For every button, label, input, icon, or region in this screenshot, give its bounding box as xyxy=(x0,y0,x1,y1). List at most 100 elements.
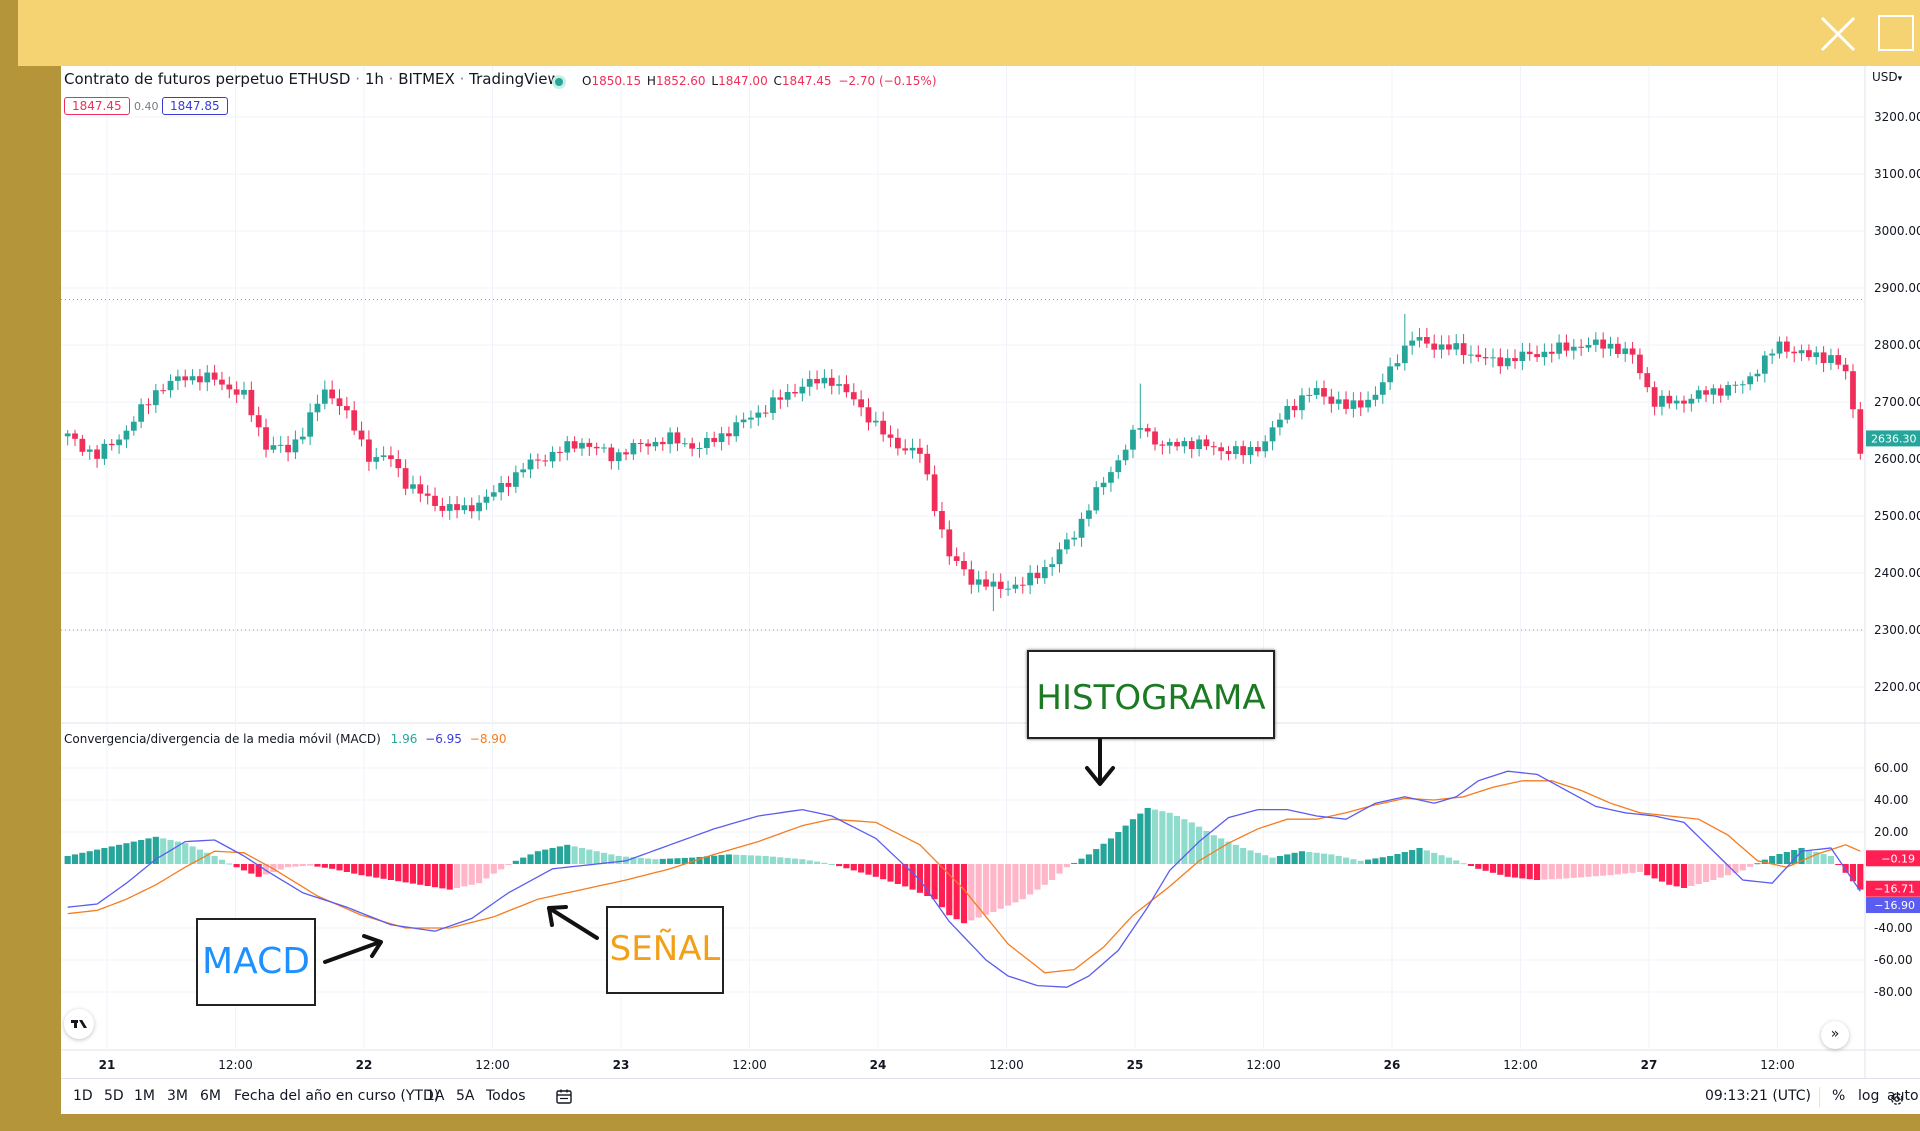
candle-body xyxy=(1519,351,1526,362)
histogram-bar xyxy=(1203,830,1210,864)
candle-body xyxy=(130,421,137,431)
histogram-bar xyxy=(1453,860,1460,864)
candle-body xyxy=(674,432,681,444)
scroll-to-realtime-button[interactable]: » xyxy=(1821,1021,1849,1049)
candle-body xyxy=(784,391,791,400)
histogram-bar xyxy=(813,861,821,864)
macd-title: Convergencia/divergencia de la media móv… xyxy=(64,732,381,746)
chart-canvas[interactable]: 3200.00 3100.00 3000.00 2900.00 2800.00 2700.… xyxy=(61,66,1920,1078)
log-scale-toggle[interactable]: log xyxy=(1858,1088,1880,1104)
histogram-bar xyxy=(130,841,137,864)
timeframe-1d[interactable]: 1D xyxy=(73,1088,93,1104)
histogram-bar xyxy=(1144,808,1151,864)
ask-box[interactable]: 1847.85 xyxy=(162,97,228,115)
candle-body xyxy=(1806,350,1812,358)
histogram-bar xyxy=(1504,864,1511,877)
histogram-bar xyxy=(387,864,395,880)
candle-body xyxy=(1063,539,1070,550)
gear-icon[interactable] xyxy=(1888,1090,1906,1108)
histogram-bar xyxy=(1702,864,1710,882)
candle-body xyxy=(1210,446,1217,448)
histogram-bar xyxy=(1754,863,1761,865)
candle-body xyxy=(1813,352,1820,358)
calendar-range-icon[interactable] xyxy=(555,1088,573,1106)
candle-body xyxy=(263,427,269,450)
histogram-bar xyxy=(1137,813,1144,864)
histogram-bar xyxy=(681,857,688,864)
timeframe-1m[interactable]: 1M xyxy=(134,1088,155,1104)
candle-body xyxy=(997,581,1004,589)
timeframe-6m[interactable]: 6M xyxy=(200,1088,221,1104)
candle-body xyxy=(241,389,247,395)
candle-body xyxy=(1835,355,1842,365)
candle-body xyxy=(1446,344,1452,350)
candle-body xyxy=(850,392,857,400)
histogram-bar xyxy=(365,864,372,877)
histogram-bar xyxy=(1556,864,1563,879)
timeframe-5a[interactable]: 5A xyxy=(456,1088,475,1104)
percent-scale-toggle[interactable]: % xyxy=(1832,1088,1846,1104)
timeframe-3m[interactable]: 3M xyxy=(167,1088,188,1104)
histogram-bar xyxy=(718,855,725,864)
candle-body xyxy=(358,430,365,440)
candle-body xyxy=(1027,572,1033,586)
macd-line xyxy=(67,770,1861,988)
histogram-bar xyxy=(1416,848,1423,864)
candle-body xyxy=(601,447,607,449)
histogram-bar xyxy=(990,864,997,912)
candle-body xyxy=(299,436,306,440)
histogram-bar xyxy=(549,848,556,864)
time-tick-label: 21 xyxy=(99,1058,116,1072)
histogram-bar xyxy=(527,854,534,864)
close-icon[interactable] xyxy=(1818,14,1858,54)
interval-label[interactable]: 1h xyxy=(364,70,384,88)
timeframe-ytd[interactable]: Fecha del año en curso (YTD) xyxy=(234,1088,440,1104)
histogram-bar xyxy=(1622,864,1629,874)
timeframe-1a[interactable]: 1A xyxy=(426,1088,445,1104)
histogram-bar xyxy=(1739,864,1746,871)
maximize-icon[interactable] xyxy=(1878,15,1914,51)
timeframe-5d[interactable]: 5D xyxy=(104,1088,124,1104)
candle-body xyxy=(1365,399,1371,408)
candle-body xyxy=(652,441,659,447)
candle-body xyxy=(1857,409,1864,454)
histogram-bar xyxy=(755,855,762,864)
histogram-bar xyxy=(395,864,402,882)
utc-clock[interactable]: 09:13:21 (UTC) xyxy=(1705,1088,1812,1104)
candle-body xyxy=(490,492,497,497)
candle-body xyxy=(1262,441,1269,452)
chart-background xyxy=(61,66,1920,1078)
candle-body xyxy=(483,496,490,503)
candle-body xyxy=(366,439,372,462)
histogram-bar xyxy=(703,856,710,864)
candle-body xyxy=(219,379,225,385)
candle-body xyxy=(828,377,835,386)
histogram-bar xyxy=(1563,864,1570,879)
histogram-bar xyxy=(358,864,365,876)
bid-box[interactable]: 1847.45 xyxy=(64,97,130,115)
candle-body xyxy=(564,441,571,453)
macd-value-badge xyxy=(1866,880,1920,897)
candle-body xyxy=(895,437,901,449)
histogram-bar xyxy=(659,858,666,864)
price-tick-label: 2400.00 xyxy=(1874,566,1920,580)
candle-body xyxy=(388,455,394,460)
histogram-bar xyxy=(1129,819,1137,864)
histogram-bar xyxy=(1357,860,1364,864)
candle-body xyxy=(145,404,152,406)
currency-selector[interactable]: USD▾ xyxy=(1872,70,1902,84)
chart-panel[interactable]: 3200.00 3100.00 3000.00 2900.00 2800.00 2700.… xyxy=(61,66,1920,1114)
timeframe-all[interactable]: Todos xyxy=(486,1088,526,1104)
histogram-bar xyxy=(887,864,894,882)
histogram-bar xyxy=(1071,862,1078,864)
candle-body xyxy=(939,511,945,530)
histogram-bar xyxy=(468,864,475,885)
candle-body xyxy=(197,376,203,383)
histogram-bar xyxy=(1644,864,1651,876)
histogram-bar xyxy=(1725,864,1732,876)
histogram-bar xyxy=(982,864,990,915)
candle-body xyxy=(1379,382,1386,395)
tradingview-logo[interactable] xyxy=(64,1009,94,1039)
histogram-bar xyxy=(791,858,799,864)
histogram-bar xyxy=(564,844,571,864)
